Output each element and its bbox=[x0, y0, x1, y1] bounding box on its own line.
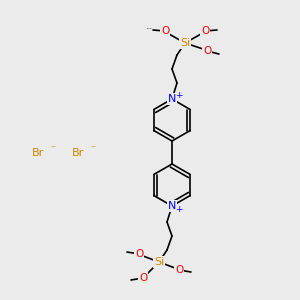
Text: +: + bbox=[175, 91, 183, 100]
Text: O: O bbox=[135, 249, 143, 259]
Text: Br: Br bbox=[72, 148, 84, 158]
Text: N: N bbox=[168, 201, 176, 211]
Text: N: N bbox=[168, 94, 176, 104]
Text: O: O bbox=[175, 265, 183, 275]
Text: Methoxy: Methoxy bbox=[147, 28, 153, 29]
Text: Br: Br bbox=[32, 148, 44, 158]
Text: ⁻: ⁻ bbox=[90, 145, 95, 154]
Text: ⁻: ⁻ bbox=[50, 145, 55, 154]
Text: O: O bbox=[139, 273, 147, 283]
Text: O: O bbox=[161, 26, 169, 36]
Text: O: O bbox=[203, 46, 211, 56]
Text: O: O bbox=[201, 26, 209, 36]
Text: Si: Si bbox=[180, 38, 190, 48]
Text: Si: Si bbox=[154, 257, 164, 267]
Text: +: + bbox=[175, 206, 183, 214]
